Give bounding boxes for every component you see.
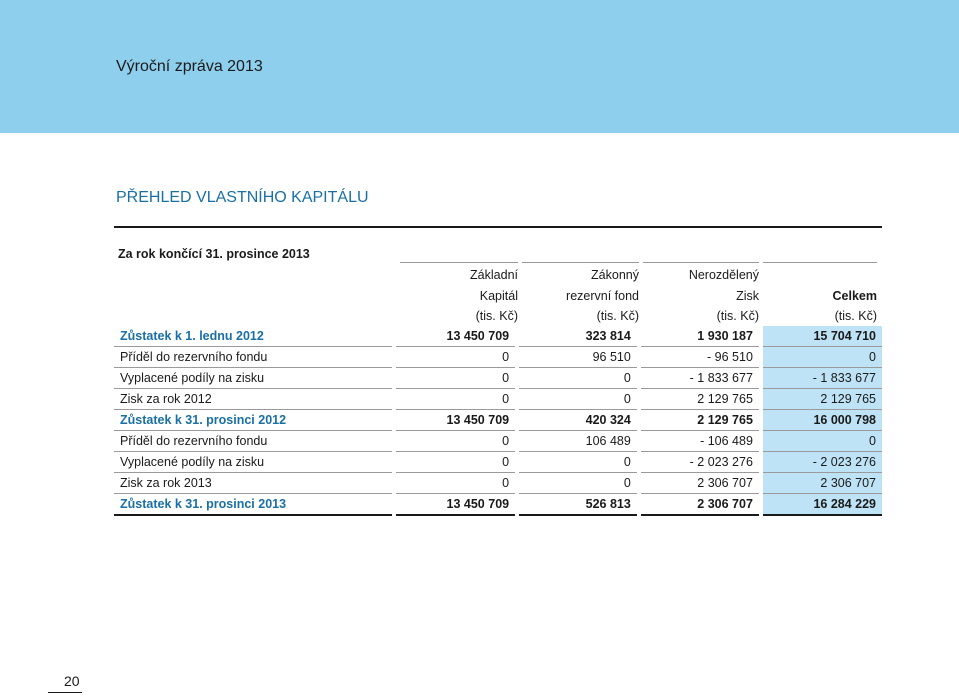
table-row: Vyplacené podíly na zisku 0 0- 2 023 276- … (114, 451, 882, 473)
cell-basic-capital: 0 (395, 451, 516, 473)
cell-total: - 1 833 677 (762, 367, 882, 389)
table-row: Příděl do rezervního fondu 0 106 489- 106 … (114, 430, 882, 452)
cell-retained-earnings: - 106 489 (640, 430, 759, 452)
cell-basic-capital: 0 (395, 472, 516, 494)
row-label: Vyplacené podíly na zisku (114, 367, 393, 389)
column-header-rule (763, 262, 877, 263)
cell-retained-earnings: 2 129 765 (640, 388, 759, 410)
column-header-rule (643, 262, 759, 263)
cell-total: - 2 023 276 (762, 451, 882, 473)
column-header-line: Nerozdělený (688, 268, 759, 282)
cell-total: 2 129 765 (762, 388, 882, 410)
cell-legal-reserve: 0 (519, 367, 637, 389)
cell-retained-earnings: 1 930 187 (640, 326, 759, 347)
cell-retained-earnings: - 96 510 (640, 346, 759, 368)
cell-total: 2 306 707 (762, 472, 882, 494)
column-header-line: Základní (470, 268, 518, 282)
column-header-line: (tis. Kč) (596, 309, 639, 323)
row-label: Vyplacené podíly na zisku (114, 451, 393, 473)
table-row: Vyplacené podíly na zisku 0 0- 1 833 677- … (114, 367, 882, 389)
cell-retained-earnings: - 2 023 276 (640, 451, 759, 473)
cell-retained-earnings: 2 306 707 (640, 472, 759, 494)
cell-retained-earnings: 2 306 707 (640, 493, 759, 516)
report-title: Výroční zpráva 2013 (116, 58, 263, 75)
row-label: Zůstatek k 31. prosinci 2013 (114, 493, 393, 516)
cell-legal-reserve: 0 (519, 451, 637, 473)
cell-total: 0 (762, 430, 882, 452)
column-header-line: Zisk (736, 288, 759, 303)
header-band (0, 0, 959, 133)
table-row: Zisk za rok 2012 0 0 2 129 765 2 129 765 (114, 388, 882, 410)
cell-basic-capital: 13 450 709 (395, 493, 516, 516)
period-label: Za rok končící 31. prosince 2013 (118, 247, 310, 261)
row-label: Zůstatek k 1. lednu 2012 (114, 326, 393, 347)
column-header-rule (522, 262, 639, 263)
column-header-legal-reserve: Zákonný rezervní fond (tis. Kč) (522, 262, 639, 327)
column-header-line (763, 265, 877, 286)
balance-row: Zůstatek k 31. prosinci 2012 13 450 709 42… (114, 409, 882, 431)
column-header-total: Celkem (tis. Kč) (763, 262, 877, 327)
cell-legal-reserve: 0 (519, 472, 637, 494)
row-label: Zisk za rok 2013 (114, 472, 393, 494)
section-title: PŘEHLED VLASTNÍHO KAPITÁLU (116, 189, 369, 206)
row-label: Příděl do rezervního fondu (114, 430, 393, 452)
cell-total: 15 704 710 (762, 326, 882, 347)
page-number-rule (48, 692, 82, 693)
balance-row: Zůstatek k 31. prosinci 2013 13 450 709 52… (114, 493, 882, 516)
cell-basic-capital: 13 450 709 (395, 326, 516, 347)
row-label: Příděl do rezervního fondu (114, 346, 393, 368)
column-header-line: Kapitál (479, 288, 518, 303)
cell-legal-reserve: 323 814 (519, 326, 637, 347)
cell-legal-reserve: 0 (519, 388, 637, 410)
cell-legal-reserve: 96 510 (519, 346, 637, 368)
column-header-line: (tis. Kč) (475, 309, 518, 323)
row-label: Zůstatek k 31. prosinci 2012 (114, 409, 393, 431)
column-header-line: (tis. Kč) (834, 309, 877, 323)
cell-legal-reserve: 106 489 (519, 430, 637, 452)
equity-table: Zůstatek k 1. lednu 2012 13 450 709 323 81… (114, 326, 882, 516)
cell-retained-earnings: 2 129 765 (640, 409, 759, 431)
row-label: Zisk za rok 2012 (114, 388, 393, 410)
cell-total: 16 000 798 (762, 409, 882, 431)
column-header-basic-capital: Základní Kapitál (tis. Kč) (400, 262, 518, 327)
cell-legal-reserve: 526 813 (519, 493, 637, 516)
column-header-line: (tis. Kč) (716, 309, 759, 323)
cell-basic-capital: 0 (395, 346, 516, 368)
column-header-retained-earnings: Nerozdělený Zisk (tis. Kč) (643, 262, 759, 327)
cell-total: 16 284 229 (762, 493, 882, 516)
cell-basic-capital: 0 (395, 367, 516, 389)
cell-basic-capital: 13 450 709 (395, 409, 516, 431)
table-row: Příděl do rezervního fondu 0 96 510- 96 51… (114, 346, 882, 368)
balance-row: Zůstatek k 1. lednu 2012 13 450 709 323 81… (114, 326, 882, 347)
column-header-line: Celkem (832, 288, 877, 303)
page-number: 20 (64, 673, 80, 689)
cell-total: 0 (762, 346, 882, 368)
column-header-line: rezervní fond (566, 288, 639, 303)
cell-basic-capital: 0 (395, 388, 516, 410)
column-header-rule (400, 262, 518, 263)
cell-basic-capital: 0 (395, 430, 516, 452)
cell-legal-reserve: 420 324 (519, 409, 637, 431)
cell-retained-earnings: - 1 833 677 (640, 367, 759, 389)
table-row: Zisk za rok 2013 0 0 2 306 707 2 306 707 (114, 472, 882, 494)
section-divider (114, 226, 882, 228)
column-header-line: Zákonný (591, 268, 639, 282)
